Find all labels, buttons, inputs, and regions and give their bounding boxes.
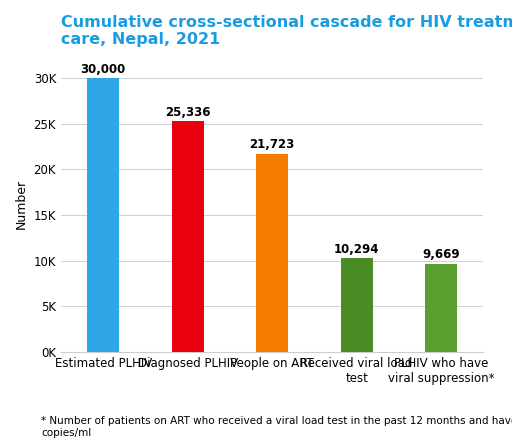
Text: 21,723: 21,723: [249, 139, 295, 151]
Bar: [340, 258, 373, 352]
Bar: [425, 264, 457, 352]
Bar: [172, 121, 204, 352]
Text: * Number of patients on ART who received a viral load test in the past 12 months: * Number of patients on ART who received…: [41, 416, 512, 438]
Y-axis label: Number: Number: [15, 179, 28, 229]
Text: 30,000: 30,000: [80, 63, 126, 76]
Text: 25,336: 25,336: [165, 106, 210, 118]
Text: 9,669: 9,669: [422, 249, 460, 261]
Text: 10,294: 10,294: [334, 243, 379, 256]
Bar: [87, 78, 119, 352]
Text: Cumulative cross-sectional cascade for HIV treatment and
care, Nepal, 2021: Cumulative cross-sectional cascade for H…: [61, 15, 512, 48]
Bar: [256, 154, 288, 352]
